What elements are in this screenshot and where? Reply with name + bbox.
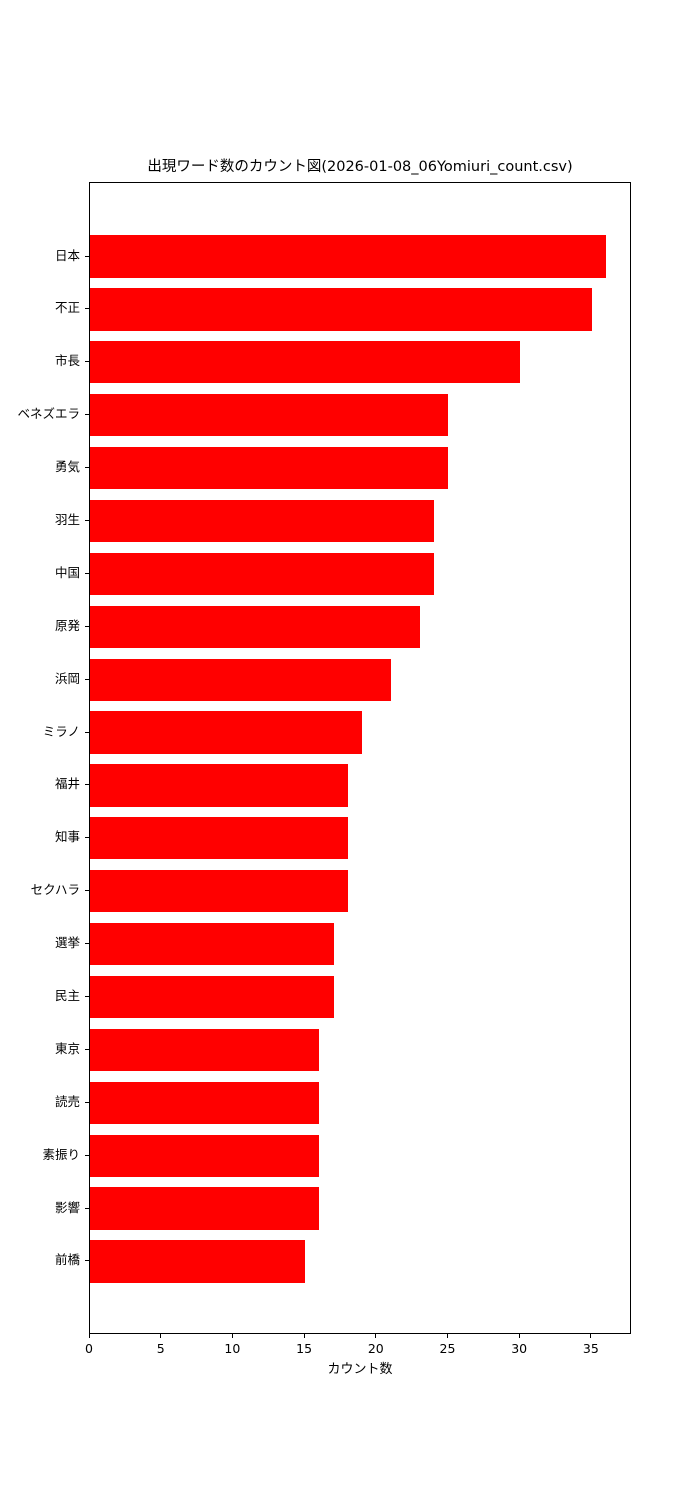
bar-読売 xyxy=(90,1081,320,1124)
y-tick-mark xyxy=(85,519,89,521)
y-tick-mark xyxy=(85,414,89,416)
x-axis-tick-label: 0 xyxy=(85,1341,93,1356)
y-axis-tick-label: 勇気 xyxy=(54,459,80,475)
y-tick-mark xyxy=(85,467,89,469)
bar-選挙 xyxy=(90,922,334,966)
y-axis-tick-label: 影響 xyxy=(54,1199,80,1215)
y-tick-mark xyxy=(85,572,89,574)
y-tick-mark xyxy=(85,996,89,998)
y-tick-mark xyxy=(85,1101,89,1103)
y-axis-tick-label: ミラノ xyxy=(42,723,80,739)
bar-福井 xyxy=(90,764,349,807)
x-axis-tick-label: 20 xyxy=(367,1341,384,1356)
y-axis-tick-label: 福井 xyxy=(54,776,80,792)
x-tick-mark xyxy=(160,1334,162,1338)
x-axis-tick-label: 30 xyxy=(511,1341,528,1356)
y-tick-mark xyxy=(85,255,89,257)
y-axis-tick-label: 原発 xyxy=(54,617,80,633)
x-axis-tick-label: 15 xyxy=(296,1341,313,1356)
y-tick-mark xyxy=(85,361,89,363)
bar-影響 xyxy=(90,1187,320,1230)
bar-民主 xyxy=(90,975,334,1019)
y-tick-mark xyxy=(85,1260,89,1262)
y-tick-mark xyxy=(85,1154,89,1156)
y-tick-mark xyxy=(85,731,89,733)
y-axis-tick-label: 東京 xyxy=(54,1040,80,1056)
y-axis-tick-label: 民主 xyxy=(54,988,80,1004)
y-axis-tick-label: 中国 xyxy=(54,564,80,580)
y-tick-mark xyxy=(85,678,89,680)
y-axis-tick-label: 浜岡 xyxy=(54,670,80,686)
y-axis-tick-label: 不正 xyxy=(54,300,80,316)
x-axis-tick-label: 10 xyxy=(224,1341,241,1356)
y-tick-mark xyxy=(85,943,89,945)
bar-ベネズエラ xyxy=(90,394,449,437)
bar-羽生 xyxy=(90,499,435,543)
y-tick-mark xyxy=(85,1048,89,1050)
x-tick-mark xyxy=(88,1334,90,1338)
x-tick-mark xyxy=(375,1334,377,1338)
bar-東京 xyxy=(90,1028,320,1072)
y-axis-tick-label: 羽生 xyxy=(54,511,80,527)
chart-title: 出現ワード数のカウント図(2026-01-08_06Yomiuri_count.… xyxy=(147,159,573,175)
x-tick-mark xyxy=(303,1334,305,1338)
y-axis-tick-label: 選挙 xyxy=(54,935,80,951)
y-tick-mark xyxy=(85,837,89,839)
bar-原発 xyxy=(90,605,420,648)
y-axis-tick-label: 市長 xyxy=(54,353,80,369)
bar-勇気 xyxy=(90,446,449,490)
bar-不正 xyxy=(90,288,592,331)
bar-セクハラ xyxy=(90,870,349,913)
bar-知事 xyxy=(90,817,349,860)
y-tick-mark xyxy=(85,625,89,627)
x-tick-mark xyxy=(590,1334,592,1338)
bar-浜岡 xyxy=(90,658,392,701)
x-tick-mark xyxy=(518,1334,520,1338)
bar-日本 xyxy=(90,235,607,278)
y-tick-mark xyxy=(85,1207,89,1209)
bar-ミラノ xyxy=(90,711,363,754)
y-tick-mark xyxy=(85,308,89,310)
bar-市長 xyxy=(90,341,521,384)
bar-中国 xyxy=(90,552,435,596)
bar-前橋 xyxy=(90,1240,306,1283)
x-axis-tick-label: 5 xyxy=(156,1341,165,1356)
x-tick-mark xyxy=(231,1334,233,1338)
y-axis-tick-label: 日本 xyxy=(54,247,80,263)
bar-素振り xyxy=(90,1134,320,1177)
x-axis-tick-label: 25 xyxy=(439,1341,456,1356)
y-axis-tick-label: 前橋 xyxy=(54,1252,80,1268)
y-axis-tick-label: 素振り xyxy=(42,1146,80,1162)
y-axis-tick-label: 読売 xyxy=(54,1093,80,1109)
y-tick-mark xyxy=(85,890,89,892)
x-tick-mark xyxy=(446,1334,448,1338)
y-axis-tick-label: セクハラ xyxy=(30,882,80,898)
plot-area xyxy=(89,182,631,1334)
x-axis-tick-label: 35 xyxy=(582,1341,599,1356)
y-axis-tick-label: 知事 xyxy=(54,829,80,845)
y-axis-tick-label: ベネズエラ xyxy=(17,406,80,422)
x-axis-label: カウント数 xyxy=(327,1362,393,1377)
y-tick-mark xyxy=(85,784,89,786)
